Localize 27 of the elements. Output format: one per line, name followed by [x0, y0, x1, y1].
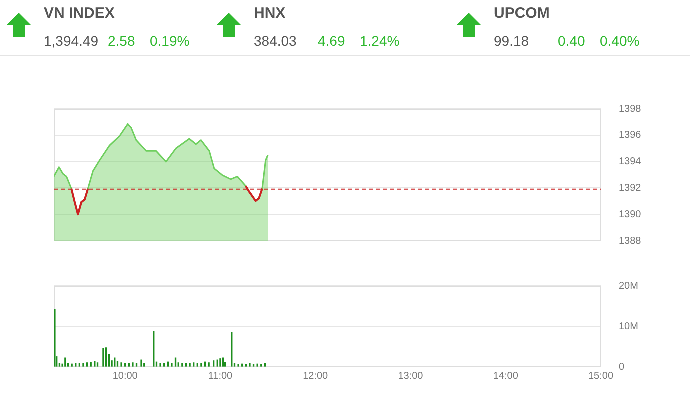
data-label: 2.58 — [108, 33, 136, 49]
data-label: 4.69 — [318, 33, 346, 49]
y-tick-label: 1396 — [619, 130, 642, 142]
data-label: 0.40 — [558, 33, 586, 49]
data-label: 0.40% — [600, 33, 640, 49]
x-tick-label: 11:00 — [208, 370, 234, 382]
y-tick-label: 1392 — [619, 182, 642, 194]
x-tick-label: 10:00 — [112, 370, 138, 382]
data-label: 0.19% — [150, 33, 190, 49]
x-tick-label: 13:00 — [398, 370, 424, 382]
y-tick-label: 1390 — [619, 209, 642, 220]
x-tick-label: 12:00 — [303, 370, 329, 382]
y-tick-label: 1388 — [619, 236, 642, 247]
x-tick-label: 15:00 — [588, 370, 614, 382]
data-label: 99.18 — [494, 33, 530, 49]
x-tick-label: 14:00 — [493, 370, 519, 382]
y-tick-label: 0 — [619, 362, 625, 373]
data-label: 1,394.49 — [44, 33, 98, 49]
y-tick-label: 10M — [619, 321, 638, 332]
category-label: HNX — [254, 5, 286, 22]
data-label: 1.24% — [360, 33, 400, 49]
category-label: UPCOM — [494, 5, 550, 22]
y-tick-label: 20M — [619, 280, 638, 292]
y-tick-label: 1398 — [619, 104, 642, 115]
y-tick-label: 1394 — [619, 156, 642, 168]
data-label: 384.03 — [254, 33, 297, 49]
category-label: VN INDEX — [44, 5, 115, 22]
